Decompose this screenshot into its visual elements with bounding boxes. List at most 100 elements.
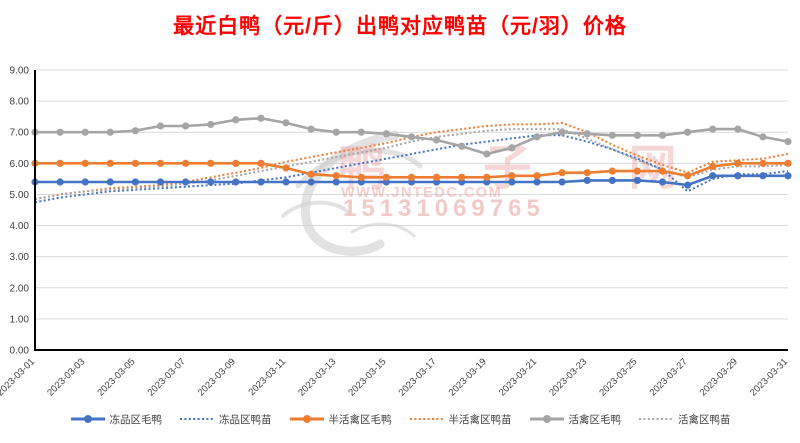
series-lines (31, 114, 792, 204)
x-axis-labels: 2023-03-01 2023-03-03 2023-03-05 2023-03-07… (0, 356, 790, 398)
data-point-marker (558, 128, 566, 136)
data-point-marker (784, 172, 792, 180)
data-point-marker (483, 173, 491, 181)
data-point-marker (207, 178, 215, 186)
data-point-marker (784, 159, 792, 167)
data-point-marker (257, 114, 265, 122)
legend-solid-line-icon (289, 415, 324, 423)
data-point-marker (232, 178, 240, 186)
data-point-marker (458, 173, 466, 181)
watermark-phone: 15131069765 (343, 195, 545, 222)
y-tick-label: 2.00 (10, 283, 30, 294)
legend-dotted-line-icon (180, 418, 214, 420)
x-tick-label: 2023-03-01 (0, 356, 37, 398)
x-tick-label: 2023-03-15 (346, 356, 388, 398)
legend-item-3: 半活禽区毛鸭 (289, 412, 392, 427)
data-point-marker (508, 178, 516, 186)
x-tick-label: 2023-03-05 (95, 356, 137, 398)
data-point-marker (257, 159, 265, 167)
y-tick-label: 6.00 (10, 159, 30, 170)
data-point-marker (458, 142, 466, 150)
data-point-marker (407, 133, 416, 141)
data-point-marker (658, 167, 667, 175)
legend-label: 半活禽区鸭苗 (448, 413, 512, 426)
data-point-marker (633, 176, 642, 185)
data-point-marker (182, 178, 190, 186)
legend-solid-line-icon (529, 415, 564, 423)
data-point-marker (709, 125, 717, 133)
watermark-url: WWW.JNTEDC.COM (341, 185, 502, 201)
watermark-site-name: 鸭 子 网 (338, 142, 719, 195)
y-tick-label: 7.00 (10, 128, 30, 139)
series-line-4 (34, 121, 789, 201)
data-point-marker (106, 178, 114, 186)
data-point-marker (759, 159, 767, 167)
data-point-marker (257, 178, 265, 186)
data-point-marker (307, 125, 315, 133)
data-point-marker (433, 136, 441, 144)
data-point-marker (131, 127, 139, 135)
data-point-marker (583, 169, 591, 177)
data-point-marker (156, 178, 165, 186)
x-tick-label: 2023-03-31 (748, 356, 790, 398)
y-tick-label: 1.00 (10, 314, 30, 325)
data-point-marker (608, 131, 616, 139)
y-tick-label: 4.00 (10, 221, 30, 232)
data-point-marker (633, 167, 642, 175)
data-point-marker (106, 159, 114, 167)
data-point-marker (633, 131, 642, 139)
data-point-marker (583, 176, 591, 185)
data-point-marker (583, 130, 591, 138)
data-point-marker (533, 133, 541, 141)
legend: 冻品区毛鸭 冻品区鸭苗 半活禽区毛鸭 半活禽区鸭苗 活禽区毛鸭 活禽区鸭苗 (0, 406, 800, 432)
data-point-marker (232, 159, 240, 167)
legend-dotted-line-icon (639, 418, 673, 420)
x-tick-label: 2023-03-21 (497, 356, 539, 398)
data-point-marker (684, 172, 692, 180)
data-point-marker (131, 178, 139, 186)
y-tick-label: 3.00 (10, 252, 30, 263)
data-point-marker (533, 172, 541, 180)
data-point-marker (759, 133, 767, 141)
data-point-marker (508, 144, 516, 152)
data-point-marker (332, 178, 340, 186)
data-point-marker (307, 178, 315, 186)
data-point-marker (282, 178, 290, 186)
data-point-marker (106, 128, 114, 136)
data-point-marker (483, 150, 491, 158)
legend-item-4: 半活禽区鸭苗 (409, 412, 512, 427)
legend-label: 半活禽区毛鸭 (328, 413, 392, 426)
data-point-marker (734, 125, 742, 133)
data-point-marker (382, 130, 390, 138)
data-point-marker (608, 176, 616, 185)
data-point-marker (433, 173, 441, 181)
data-point-marker (558, 169, 566, 177)
data-point-marker (784, 137, 792, 146)
data-point-marker (709, 172, 717, 180)
data-point-marker (207, 120, 215, 129)
x-tick-label: 2023-03-25 (597, 356, 639, 398)
data-point-marker (207, 159, 215, 167)
y-tick-label: 5.00 (10, 190, 30, 201)
data-point-marker (407, 173, 416, 181)
legend-dotted-line-icon (409, 418, 444, 420)
data-point-marker (81, 178, 89, 186)
data-point-marker (56, 178, 64, 186)
data-point-marker (156, 122, 165, 130)
data-point-marker (56, 128, 64, 136)
y-tick-label: 0.00 (10, 346, 30, 357)
legend-item-5: 活禽区毛鸭 (529, 412, 622, 427)
legend-label: 活禽区毛鸭 (568, 413, 622, 426)
x-tick-label: 2023-03-27 (648, 356, 690, 398)
data-point-marker (709, 162, 717, 171)
data-point-marker (558, 178, 566, 186)
data-point-marker (357, 128, 365, 136)
data-point-marker (282, 164, 290, 172)
x-tick-label: 2023-03-19 (447, 356, 489, 398)
x-tick-label: 2023-03-11 (246, 356, 288, 398)
data-point-marker (734, 172, 742, 180)
data-point-marker (684, 181, 692, 189)
legend-solid-line-icon (70, 415, 105, 423)
